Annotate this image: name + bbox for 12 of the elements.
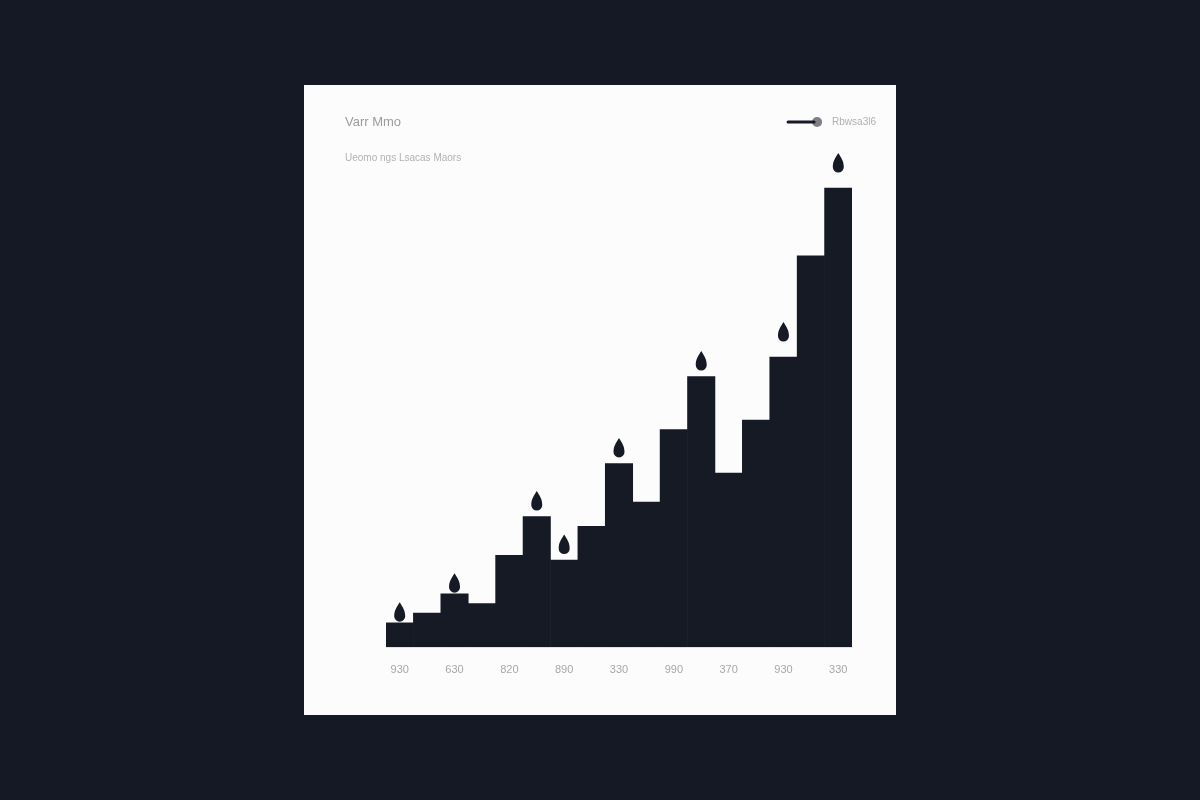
x-tick-label: 930 xyxy=(774,662,793,675)
x-tick-label: 930 xyxy=(390,662,409,675)
chart-subtitle: Ueomo ngs Lsacas Maors xyxy=(345,151,462,163)
x-tick-label: 370 xyxy=(719,662,738,675)
x-tick-label: 630 xyxy=(445,662,464,675)
x-tick-label: 820 xyxy=(500,662,519,675)
chart-title: Varr Mmo xyxy=(345,113,402,129)
x-tick-label: 890 xyxy=(555,662,574,675)
x-tick-label: 330 xyxy=(609,662,629,675)
legend-label: Rbwsa3l6 xyxy=(832,115,877,127)
x-tick-label: 990 xyxy=(664,662,683,675)
x-tick-label: 330 xyxy=(829,662,848,675)
